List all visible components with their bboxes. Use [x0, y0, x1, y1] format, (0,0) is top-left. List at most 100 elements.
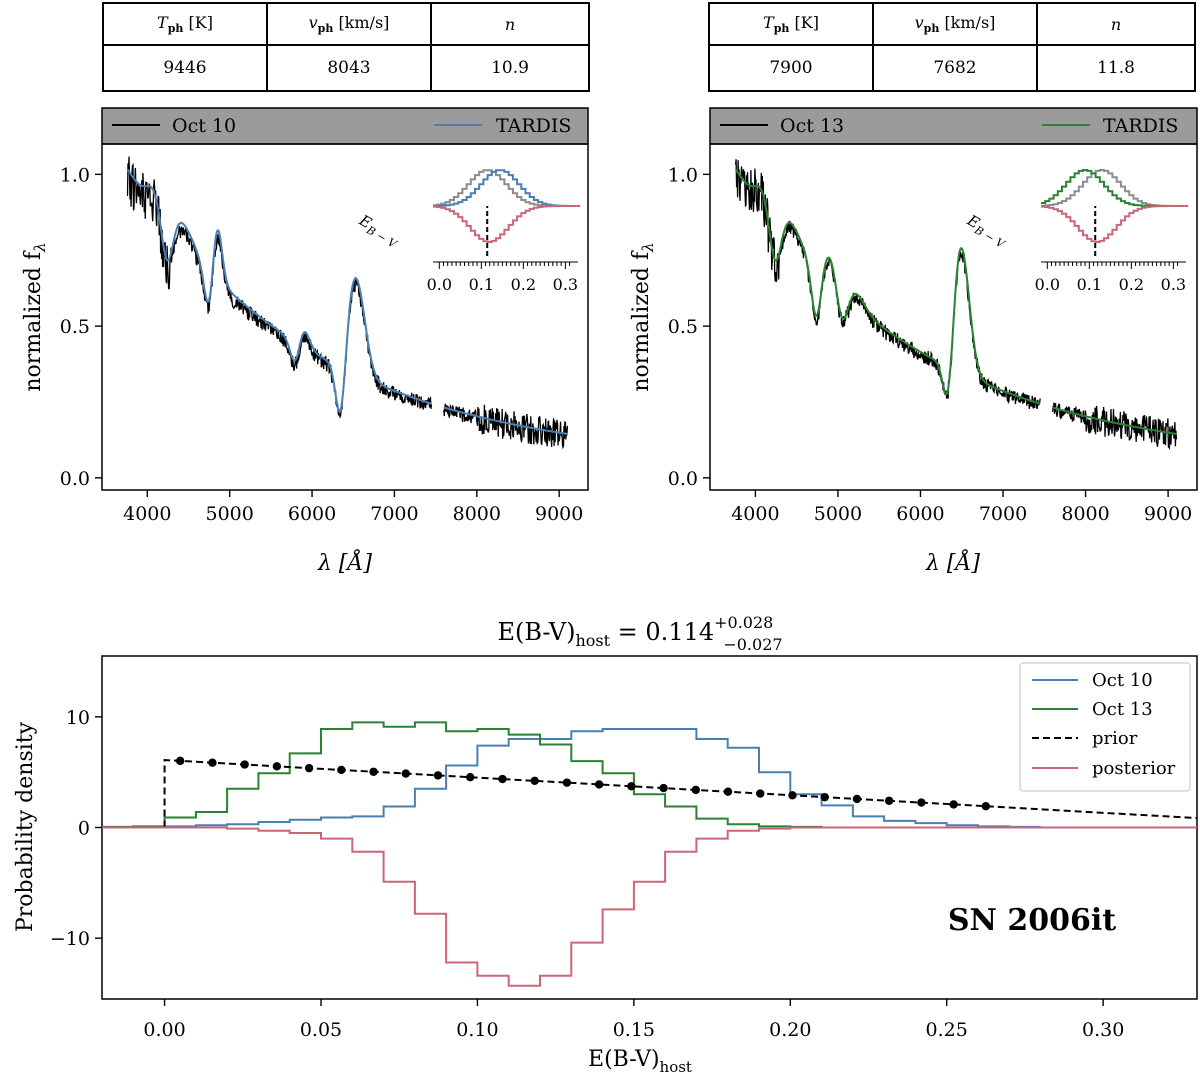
prior-point — [466, 773, 475, 782]
x-axis-label: E(B-V)host — [588, 1047, 692, 1076]
parameter-table-oct13: Tph [K] vph [km/s] n 7900 7682 11.8 — [708, 2, 1196, 92]
y-tick-label: 1.0 — [60, 164, 90, 186]
x-axis-label: λ [Å] — [317, 548, 372, 576]
ebv-inset: 0.0 0.1 0.2 0.3 EB − V — [354, 169, 581, 294]
x-tick-label: 6000 — [288, 503, 336, 525]
prior-point — [272, 762, 282, 771]
y-tick-label: 0.0 — [668, 468, 698, 490]
prior-point — [884, 796, 894, 805]
inset-tick-label: 0.2 — [1119, 275, 1144, 294]
legend-label-posterior: posterior — [1092, 758, 1176, 779]
prior-point — [594, 780, 604, 789]
x-tick-label: 6000 — [896, 503, 944, 525]
parameter-table-oct10: Tph [K] vph [km/s] n 9446 8043 10.9 — [102, 2, 590, 92]
x-axis-label: λ [Å] — [925, 548, 980, 576]
legend-label-model: TARDIS — [496, 115, 571, 137]
y-tick-label: 1.0 — [668, 164, 698, 186]
tardis-model-line — [734, 168, 1041, 405]
x-tick-label: 5000 — [814, 503, 862, 525]
prior-point — [562, 778, 572, 787]
prior-point — [917, 798, 926, 807]
ebv-histogram-panel: E(B-V)host = 0.114+0.028 −0.027 0.00 0.05 0… — [13, 613, 1198, 1076]
axis-ticks: 0.00 0.05 0.10 0.15 0.20 0.25 0.30 −10 0 10 — [50, 707, 1124, 1041]
chart-title: E(B-V)host = 0.114+0.028 −0.027 — [497, 613, 782, 654]
prior-point — [852, 794, 862, 804]
inset-tick-label: 0.2 — [511, 275, 536, 294]
inset-tick-label: 0.0 — [427, 275, 452, 294]
x-tick-label: 9000 — [1144, 503, 1192, 525]
x-tick-label: 0.20 — [769, 1019, 811, 1041]
prior-point — [369, 767, 378, 776]
x-tick-label: 9000 — [535, 503, 583, 525]
supernova-annotation: SN 2006it — [948, 903, 1116, 938]
y-tick-label: 0.0 — [60, 468, 90, 490]
x-tick-label: 0.05 — [300, 1019, 342, 1041]
legend-label-oct-10: Oct 10 — [1092, 670, 1153, 691]
inset-posterior-histogram — [1041, 205, 1189, 243]
y-axis-label: normalized fλ — [21, 242, 49, 391]
spectrum-panel-oct13: Oct 13 TARDIS 4000 5000 6000 7000 8000 9000 0.… — [629, 107, 1198, 576]
legend-label-prior: prior — [1092, 728, 1138, 749]
y-tick-label: 0 — [78, 818, 90, 840]
prior-point — [498, 774, 507, 784]
legend: Oct 10 Oct 13 prior posterior — [1019, 662, 1191, 792]
histogram-oct-10 — [102, 728, 1041, 829]
x-tick-label: 8000 — [1061, 503, 1109, 525]
x-tick-label: 4000 — [123, 503, 171, 525]
value-density-index: 11.8 — [1036, 44, 1196, 92]
x-tick-label: 0.15 — [613, 1019, 655, 1041]
prior-point — [337, 765, 346, 775]
spectrum-panel-oct10: Oct 10 TARDIS 4000 5000 6000 7000 8000 9000 0.… — [21, 107, 589, 576]
prior-point — [820, 792, 829, 802]
inset-tick-label: 0.3 — [553, 275, 578, 294]
tardis-model-line-red — [1052, 406, 1177, 435]
inset-axis-label: EB − V — [962, 211, 1012, 252]
inset-gray-histogram — [1041, 169, 1189, 207]
prior-point — [304, 763, 314, 773]
inset-model-histogram — [433, 169, 581, 207]
value-velocity: 8043 — [266, 44, 432, 92]
prior-point — [208, 758, 217, 767]
observed-spectrum-line — [734, 159, 1041, 410]
plot-frame — [709, 143, 1198, 491]
x-tick-label: 0.00 — [143, 1019, 185, 1041]
prior-point — [530, 776, 539, 786]
prior-point — [949, 800, 958, 809]
prior-point — [659, 783, 668, 793]
prior-point — [240, 760, 249, 769]
x-tick-label: 8000 — [453, 503, 501, 525]
inset-posterior-histogram — [433, 205, 581, 243]
inset-axis-label: EB − V — [354, 211, 404, 252]
x-tick-label: 4000 — [731, 503, 779, 525]
observed-spectrum-line-red — [1051, 402, 1178, 451]
header-temperature: Tph [K] — [708, 2, 874, 46]
y-axis-label: Probability density — [13, 721, 38, 932]
x-tick-label: 0.10 — [456, 1019, 498, 1041]
legend-label-observed: Oct 13 — [780, 115, 844, 137]
x-tick-label: 0.30 — [1082, 1019, 1124, 1041]
prior-point — [723, 787, 733, 796]
series-group — [102, 721, 1198, 987]
legend-label-observed: Oct 10 — [172, 115, 236, 137]
prior-point — [691, 785, 701, 795]
inset-tick-label: 0.0 — [1035, 275, 1060, 294]
header-density-index: n — [430, 2, 590, 46]
inset-tick-label: 0.3 — [1161, 275, 1186, 294]
inset-tick-label: 0.1 — [469, 275, 494, 294]
legend-label-model: TARDIS — [1103, 115, 1178, 137]
header-temperature: Tph [K] — [102, 2, 268, 46]
prior-point — [627, 782, 636, 791]
inset-tick-label: 0.1 — [1077, 275, 1102, 294]
x-tick-label: 7000 — [979, 503, 1027, 525]
prior-line — [163, 758, 1198, 828]
observed-spectrum-line-red — [443, 403, 569, 450]
y-tick-label: 0.5 — [668, 316, 698, 338]
value-temperature: 7900 — [708, 44, 874, 92]
observed-spectrum-line — [126, 156, 433, 419]
x-tick-label: 0.25 — [926, 1019, 968, 1041]
tardis-model-line-red — [443, 406, 568, 435]
axis-ticks: 4000 5000 6000 7000 8000 9000 0.0 0.5 1.0 — [668, 164, 1193, 525]
y-tick-label: −10 — [50, 928, 90, 950]
value-density-index: 10.9 — [430, 44, 590, 92]
